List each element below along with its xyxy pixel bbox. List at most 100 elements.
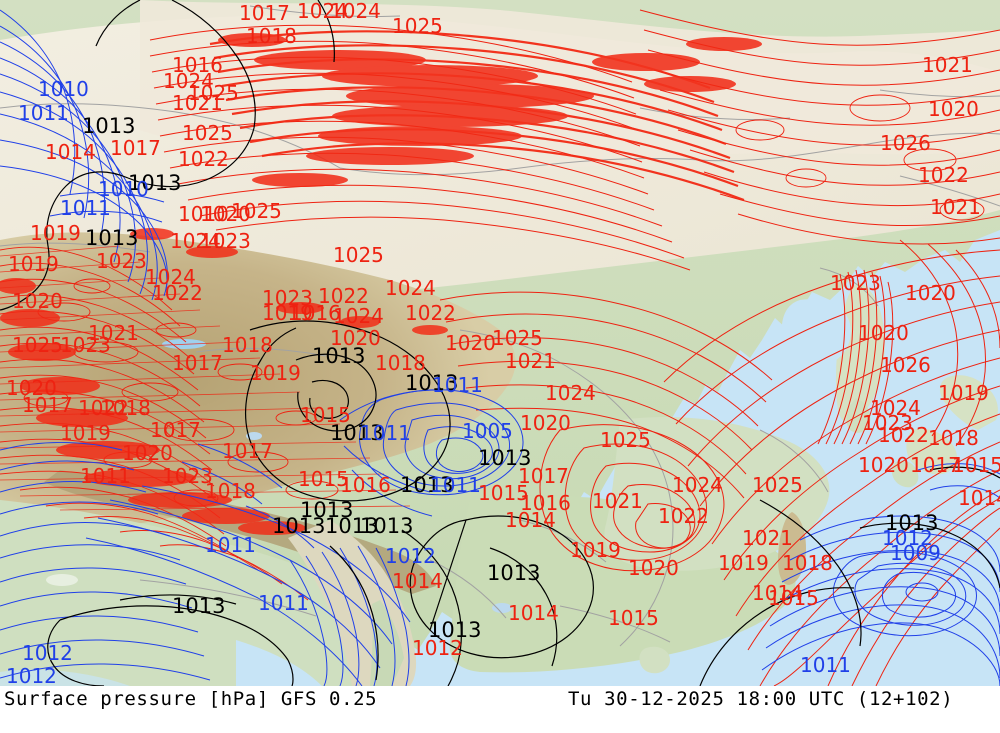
isobar-label: 1011 [800, 653, 851, 677]
pressure-contour-map [0, 0, 1000, 686]
isobar-label: 1020 [122, 441, 173, 465]
isobar-label: 1024 [545, 381, 596, 405]
isobar-label: 1011 [430, 473, 481, 497]
isobar-label: 1014 [45, 140, 96, 164]
isobar-label: 1014 [392, 569, 443, 593]
isobar-label: 1013 [300, 498, 353, 522]
isobar-label: 1024 [170, 229, 221, 253]
isobar-label: 1020 [200, 202, 251, 226]
isobar-label: 1020 [928, 97, 979, 121]
isobar-label: 1021 [922, 53, 973, 77]
isobar-label: 1020 [520, 411, 571, 435]
isobar-label: 1023 [162, 464, 213, 488]
isobar-label: 1013 [172, 594, 225, 618]
isobar-label: 1019 [60, 421, 111, 445]
isobar-label: 1018 [222, 333, 273, 357]
isobar-label: 1025 [492, 326, 543, 350]
isobar-label: 1021 [592, 489, 643, 513]
isobar-label: 1024 [297, 0, 348, 23]
isobar-label: 1013 [400, 473, 453, 497]
isobar-label: 1023 [96, 249, 147, 273]
isobar-label: 1013 [330, 421, 383, 445]
isobar-label: 1025 [188, 81, 239, 105]
isobar-label: 1019 [250, 361, 301, 385]
isobar-label: 1009 [890, 541, 941, 565]
isobar-label: 1011 [360, 421, 411, 445]
isobar-label: 1017 [910, 453, 961, 477]
isobar-label: 1022 [318, 284, 369, 308]
isobar-label: 1005 [462, 419, 513, 443]
isobar-label: 1019 [30, 221, 81, 245]
footer-valid-time-label: Tu 30-12-2025 18:00 UTC (12+102) [568, 688, 954, 710]
isobar-label: 1019 [570, 538, 621, 562]
isobar-label: 1022 [152, 281, 203, 305]
isobar-label: 1015 [300, 403, 351, 427]
isobar-label: 1017 [22, 393, 73, 417]
isobar-label: 1018 [205, 479, 256, 503]
isobar-label: 1021 [505, 349, 556, 373]
isobar-label: 1011 [432, 373, 483, 397]
isobar-label: 1022 [178, 147, 229, 171]
isobar-label: 1012 [882, 526, 933, 550]
isobar-label: 1013 [128, 171, 181, 195]
isobar-label: 1015 [608, 606, 659, 630]
isobar-label: 1022 [405, 301, 456, 325]
map-canvas[interactable]: 1017 1024 1024 1025 1018 1016 1021 1010 1024 1025… [0, 0, 1000, 686]
isobar-label: 1025 [392, 14, 443, 38]
isobar-label: 1012 [412, 636, 463, 660]
isobar-label: 1011 [18, 101, 69, 125]
isobar-label: 1010 [38, 77, 89, 101]
isobar-1013-baseline [0, 0, 1000, 686]
isobar-label: 1025 [12, 333, 63, 357]
isobar-label: 1026 [880, 353, 931, 377]
isobar-label: 1018 [928, 426, 979, 450]
isobar-label: 1010 [98, 177, 149, 201]
isobar-label: 1024 [672, 473, 723, 497]
isobar-label: 1012 [22, 641, 73, 665]
isobar-label: 1018 [246, 24, 297, 48]
isobar-label: 1014 [508, 601, 559, 625]
isobar-label: 1013 [885, 511, 938, 535]
isobar-label: 1013 [487, 561, 540, 585]
isobar-label: 1015 [952, 453, 1000, 477]
isobar-label: 1025 [752, 473, 803, 497]
isobar-label: 1020 [858, 321, 909, 345]
isobar-label: 1013 [325, 514, 378, 538]
isobar-label: 1017 [172, 351, 223, 375]
isobar-dense-band [0, 30, 762, 535]
isobar-label: 1017 [222, 439, 273, 463]
isobar-label: 1013 [82, 114, 135, 138]
isobar-label: 1023 [830, 271, 881, 295]
isobar-label: 1020 [628, 556, 679, 580]
isobar-label: 1018 [375, 351, 426, 375]
isobar-label: 1012 [6, 664, 57, 686]
isobar-label: 1020 [905, 281, 956, 305]
isobar-label: 1021 [742, 526, 793, 550]
isobar-label: 1021 [88, 321, 139, 345]
isobar-label: 1017 [110, 136, 161, 160]
isobar-label: 1014 [958, 486, 1000, 510]
isobar-label: 1016 [340, 473, 391, 497]
isobar-label: 1021 [930, 195, 981, 219]
isobar-label: 1020 [858, 453, 909, 477]
isobar-label: 1011 [205, 533, 256, 557]
isobar-label: 1020 [6, 376, 57, 400]
isobar-label: 1024 [870, 396, 921, 420]
isobar-label: 1019 [718, 551, 769, 575]
isobar-label: 1025 [231, 199, 282, 223]
isobar-label: 1024 [385, 276, 436, 300]
isobar-label: 1013 [405, 371, 458, 395]
isobar-label: 1014 [505, 508, 556, 532]
isobar-label: 1019 [938, 381, 989, 405]
isobar-label: 1018 [100, 396, 151, 420]
isobar-label: 1013 [272, 514, 325, 538]
isobar-label: 1025 [182, 121, 233, 145]
isobar-label: 1014 [752, 581, 803, 605]
isobar-label: 1024 [145, 265, 196, 289]
isobar-label: 1012 [385, 544, 436, 568]
isobar-label: 1022 [878, 423, 929, 447]
map-footer: Surface pressure [hPa] GFS 0.25 Tu 30-12… [0, 686, 1000, 733]
isobar-label: 1025 [600, 428, 651, 452]
isobar-label: 1023 [60, 333, 111, 357]
